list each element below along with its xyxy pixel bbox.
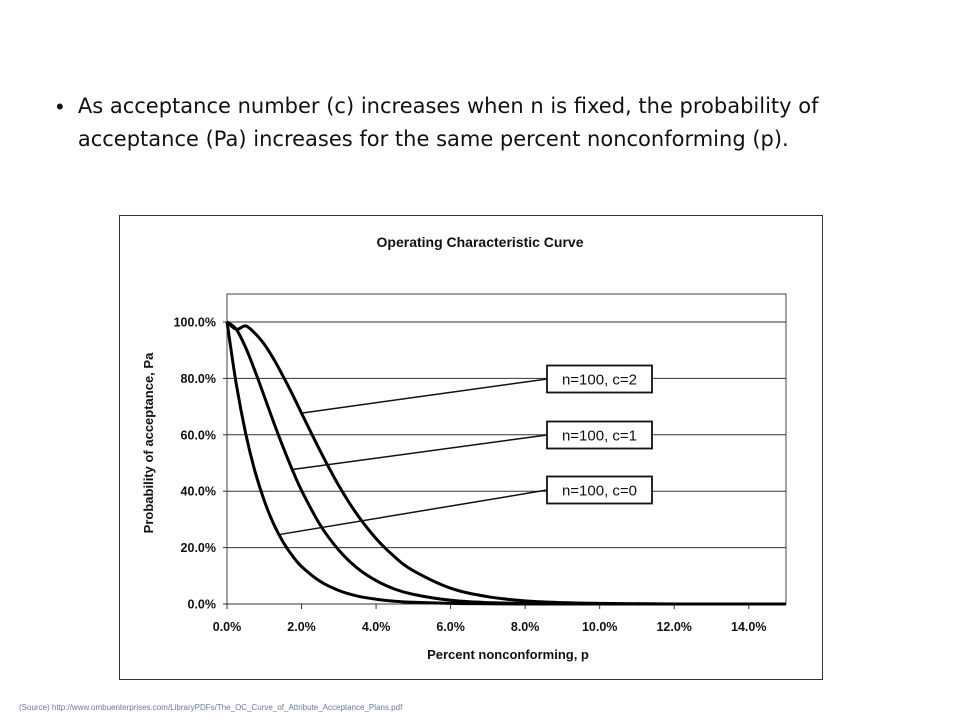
series-line-c1: [226, 320, 786, 606]
bullet-point: • As acceptance number (c) increases whe…: [56, 90, 916, 156]
annotation-leader-line: [292, 434, 548, 471]
chart-title: Operating Characteristic Curve: [377, 234, 584, 250]
annotation-box: [546, 364, 653, 394]
y-tick-label: 100.0%: [174, 316, 216, 330]
annotation-label: n=100, c=1: [562, 428, 637, 445]
y-tick-label: 60.0%: [181, 428, 216, 442]
annotation-label: n=100, c=0: [562, 483, 637, 500]
y-tick-label: 40.0%: [181, 485, 216, 499]
x-tick-label: 2.0%: [287, 620, 316, 634]
annotation-box: [546, 475, 653, 505]
x-tick-label: 6.0%: [436, 620, 465, 634]
series-line-c0: [225, 321, 786, 606]
annotation-label: n=100, c=2: [562, 372, 637, 389]
bullet-text: As acceptance number (c) increases when …: [77, 94, 819, 151]
x-tick-label: 14.0%: [731, 620, 766, 634]
y-axis-label: Probability of acceptance, Pa: [141, 352, 156, 533]
x-axis-label: Percent nonconforming, p: [427, 647, 589, 662]
annotation-leader-line: [301, 378, 548, 414]
y-tick-label: 20.0%: [181, 541, 216, 555]
annotation-box: [546, 420, 653, 450]
annotation-leader-line: [279, 489, 548, 536]
bullet-dot-icon: •: [56, 94, 64, 119]
x-tick-label: 0.0%: [213, 620, 242, 634]
y-tick-label: 0.0%: [188, 598, 217, 612]
chart-figure: Operating Characteristic Curve Percent n…: [119, 215, 823, 680]
oc-curve-chart: Operating Characteristic Curve Percent n…: [141, 234, 787, 662]
x-tick-label: 8.0%: [511, 620, 539, 634]
series-line-c2: [226, 320, 787, 606]
plot-area-border: [226, 293, 787, 605]
x-tick-label: 4.0%: [362, 620, 391, 634]
x-tick-label: 12.0%: [656, 620, 691, 634]
y-tick-label: 80.0%: [181, 372, 216, 386]
x-tick-label: 10.0%: [582, 620, 617, 634]
source-citation: (Source) http://www.ombuenterprises.com/…: [19, 703, 403, 712]
